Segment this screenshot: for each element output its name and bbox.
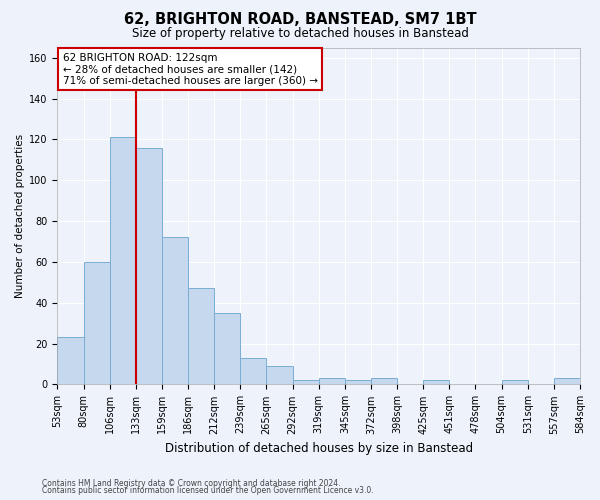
Bar xyxy=(502,380,528,384)
Text: Size of property relative to detached houses in Banstead: Size of property relative to detached ho… xyxy=(131,28,469,40)
Y-axis label: Number of detached properties: Number of detached properties xyxy=(15,134,25,298)
Bar xyxy=(293,380,319,384)
Text: 62 BRIGHTON ROAD: 122sqm
← 28% of detached houses are smaller (142)
71% of semi-: 62 BRIGHTON ROAD: 122sqm ← 28% of detach… xyxy=(62,52,317,86)
Bar xyxy=(423,380,449,384)
Bar xyxy=(241,358,266,384)
Bar xyxy=(58,338,83,384)
Text: Contains HM Land Registry data © Crown copyright and database right 2024.: Contains HM Land Registry data © Crown c… xyxy=(42,478,341,488)
Bar xyxy=(319,378,345,384)
Bar xyxy=(214,313,241,384)
Bar xyxy=(371,378,397,384)
Bar xyxy=(110,138,136,384)
Bar xyxy=(136,148,162,384)
Bar xyxy=(188,288,214,384)
Text: Contains public sector information licensed under the Open Government Licence v3: Contains public sector information licen… xyxy=(42,486,374,495)
Text: 62, BRIGHTON ROAD, BANSTEAD, SM7 1BT: 62, BRIGHTON ROAD, BANSTEAD, SM7 1BT xyxy=(124,12,476,28)
Bar xyxy=(345,380,371,384)
Bar xyxy=(83,262,110,384)
X-axis label: Distribution of detached houses by size in Banstead: Distribution of detached houses by size … xyxy=(164,442,473,455)
Bar xyxy=(162,238,188,384)
Bar xyxy=(266,366,293,384)
Bar xyxy=(554,378,580,384)
